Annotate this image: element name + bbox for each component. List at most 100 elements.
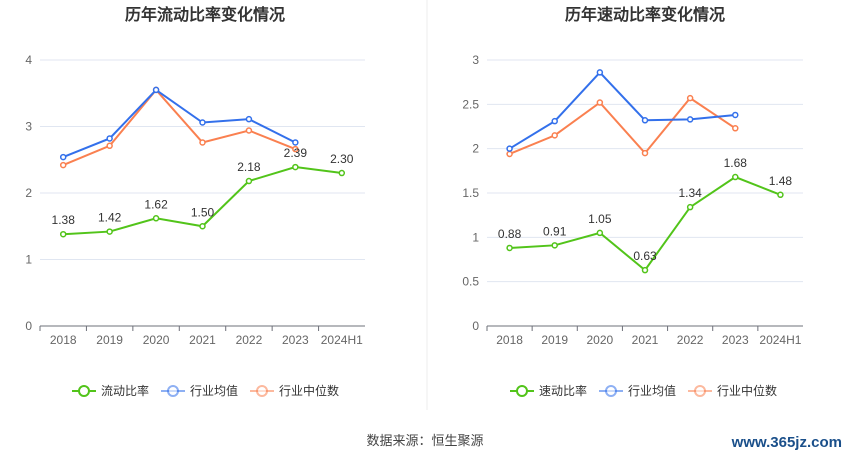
series-line-行业均值 (62, 88, 296, 159)
data-label: 0.63 (633, 249, 657, 263)
data-point (641, 149, 649, 157)
y-tick-label: 3 (472, 53, 479, 67)
data-point (596, 229, 604, 237)
data-point (686, 116, 694, 123)
data-point (59, 230, 67, 238)
chart-2: 历年速动比率变化情况 0 0.5 1 1.5 2 2.5 3 2018 2019 2020 2021 2… (462, 5, 803, 398)
legend-item[interactable]: 行业均值 (599, 383, 676, 398)
x-tick-label: 2022 (236, 333, 263, 347)
legend-marker (256, 385, 268, 397)
data-point (732, 111, 739, 119)
data-point (686, 94, 694, 102)
data-point (641, 117, 649, 124)
data-point (245, 127, 253, 134)
x-tick-label: 2021 (189, 333, 216, 347)
data-point (245, 177, 253, 185)
data-label: 0.91 (543, 224, 567, 238)
data-point (551, 117, 558, 125)
legend-marker (78, 385, 90, 397)
data-label: 1.34 (678, 186, 702, 200)
legend-label: 行业中位数 (279, 383, 339, 398)
data-point (551, 132, 558, 139)
data-point (199, 139, 206, 146)
legend-item[interactable]: 流动比率 (72, 383, 149, 398)
data-point (292, 145, 299, 153)
series-line-行业均值 (509, 70, 736, 150)
data-point (596, 99, 604, 106)
x-tick-label: 2023 (282, 333, 309, 347)
data-point (506, 244, 513, 252)
data-label: 2.30 (330, 152, 354, 166)
chart-title: 历年速动比率变化情况 (565, 5, 725, 24)
series-line-行业中位数 (509, 96, 736, 155)
chart-1: 历年流动比率变化情况 0 1 2 3 4 2018 2019 2020 2021 2022 2023 2… (25, 5, 365, 398)
y-tick-label: 0 (472, 319, 479, 333)
legend-marker (605, 385, 617, 397)
x-tick-label: 2019 (541, 333, 568, 347)
x-tick-label: 2019 (96, 333, 123, 347)
data-point (106, 135, 113, 142)
data-point (106, 228, 113, 235)
data-point (641, 266, 649, 274)
data-point (292, 139, 299, 146)
y-tick-label: 4 (25, 53, 32, 67)
x-tick-label: 2020 (587, 333, 614, 347)
data-point (152, 86, 160, 94)
legend-label: 行业均值 (628, 383, 676, 398)
y-tick-label: 1 (472, 230, 479, 244)
legend-label: 行业中位数 (717, 383, 777, 398)
x-tick-label: 2021 (632, 333, 659, 347)
data-label: 0.88 (498, 227, 522, 241)
legend-marker (167, 385, 179, 397)
legend-item[interactable]: 行业中位数 (250, 383, 339, 398)
watermark: www.365jz.com (731, 434, 842, 451)
data-label: 1.05 (588, 212, 612, 226)
x-tick-label: 2018 (50, 333, 77, 347)
data-point (199, 119, 206, 126)
data-point (506, 150, 513, 158)
data-point (596, 69, 604, 76)
data-label: 1.68 (724, 156, 748, 170)
legend-marker (516, 385, 528, 397)
x-tick-label: 2018 (496, 333, 523, 347)
data-point (777, 191, 784, 199)
data-point (506, 145, 513, 152)
legend-marker (694, 385, 706, 397)
x-tick-label: 2024H1 (759, 333, 801, 347)
data-label: 1.50 (191, 205, 215, 219)
data-point (732, 173, 739, 181)
legend-label: 速动比率 (539, 383, 587, 398)
data-label: 1.48 (769, 174, 793, 188)
data-point (686, 203, 694, 211)
y-tick-label: 0.5 (462, 275, 479, 289)
legend-label: 行业均值 (190, 383, 238, 398)
data-point (59, 153, 67, 161)
x-tick-label: 2024H1 (321, 333, 363, 347)
data-source: 数据来源：恒生聚源 (366, 433, 484, 448)
data-label: 1.62 (144, 197, 168, 211)
x-tick-label: 2020 (143, 333, 170, 347)
data-point (551, 242, 558, 249)
legend-item[interactable]: 行业中位数 (688, 383, 777, 398)
data-point (338, 169, 346, 177)
legend-item[interactable]: 行业均值 (161, 383, 238, 398)
legend-item[interactable]: 速动比率 (510, 383, 587, 398)
y-tick-label: 1 (25, 253, 32, 267)
data-label: 2.39 (284, 146, 308, 160)
y-tick-label: 2.5 (462, 97, 479, 111)
y-tick-label: 0 (25, 319, 32, 333)
chart-title: 历年流动比率变化情况 (125, 5, 285, 24)
data-point (732, 125, 739, 132)
legend-label: 流动比率 (101, 383, 149, 398)
x-tick-label: 2022 (677, 333, 704, 347)
y-tick-label: 3 (25, 120, 32, 134)
x-tick-label: 2023 (722, 333, 749, 347)
y-tick-label: 2 (25, 186, 32, 200)
data-point (199, 223, 206, 230)
data-label: 2.18 (237, 160, 261, 174)
series-line-行业中位数 (62, 88, 296, 166)
data-point (59, 161, 67, 169)
data-point (152, 215, 160, 222)
